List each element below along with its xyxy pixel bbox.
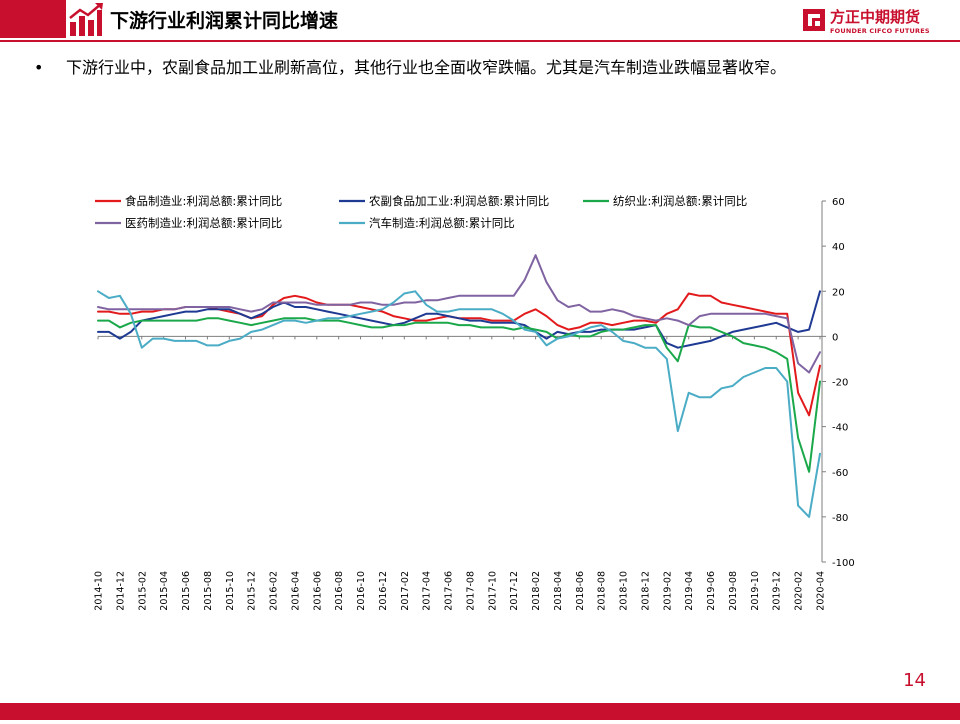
x-tick-label: 2018-06 [575, 571, 586, 611]
legend-label: 农副食品加工业:利润总额:累计同比 [369, 194, 549, 208]
y-tick-label: 40 [832, 242, 845, 253]
x-tick-label: 2015-10 [225, 571, 236, 611]
y-tick-label: -100 [832, 558, 855, 569]
x-tick-label: 2019-12 [772, 571, 783, 611]
x-tick-label: 2016-02 [269, 571, 280, 611]
x-tick-label: 2018-10 [619, 571, 630, 611]
bar-chart-growth-icon [69, 3, 103, 36]
x-tick-label: 2017-04 [422, 571, 433, 611]
x-tick-label: 2019-10 [750, 571, 761, 611]
x-tick-label: 2019-04 [684, 571, 695, 611]
legend-label: 汽车制造:利润总额:累计同比 [369, 216, 515, 230]
x-tick-label: 2020-04 [816, 571, 827, 611]
legend-label: 食品制造业:利润总额:累计同比 [125, 194, 282, 208]
x-tick-label: 2017-08 [465, 571, 476, 611]
x-tick-label: 2019-02 [662, 571, 673, 611]
x-tick-label: 2015-08 [203, 571, 214, 611]
x-tick-label: 2016-12 [378, 571, 389, 611]
x-tick-label: 2018-04 [553, 571, 564, 611]
x-tick-label: 2015-12 [247, 571, 258, 611]
summary-text: 下游行业中，农副食品加工业刷新高位，其他行业也全面收窄跌幅。尤其是汽车制造业跌幅… [66, 58, 787, 77]
founder-logo-icon [803, 9, 825, 31]
x-tick-label: 2014-10 [94, 571, 105, 611]
x-tick-label: 2017-12 [509, 571, 520, 611]
y-tick-label: 20 [832, 287, 845, 298]
series-line-4 [97, 254, 821, 374]
series-line-5 [97, 290, 821, 518]
x-tick-label: 2015-02 [137, 571, 148, 611]
series-line-2 [97, 290, 821, 349]
y-tick-label: 0 [832, 332, 838, 343]
x-tick-label: 2016-04 [290, 571, 301, 611]
brand-logo: 方正中期期货 FOUNDER CIFCO FUTURES [802, 6, 942, 40]
x-tick-label: 2019-08 [728, 571, 739, 611]
x-tick-label: 2016-06 [312, 571, 323, 611]
page-number: 14 [903, 670, 926, 691]
x-tick-label: 2017-10 [487, 571, 498, 611]
footer-bar [0, 703, 960, 720]
x-tick-label: 2020-02 [794, 571, 805, 611]
x-tick-label: 2018-12 [640, 571, 651, 611]
page-title: 下游行业利润累计同比增速 [110, 10, 339, 32]
brand-subtitle: FOUNDER CIFCO FUTURES [830, 27, 930, 35]
y-tick-label: -80 [832, 513, 848, 524]
legend-label: 纺织业:利润总额:累计同比 [613, 194, 747, 208]
brand-name: 方正中期期货 [830, 8, 921, 26]
y-tick-label: -20 [832, 378, 848, 389]
x-tick-label: 2016-10 [356, 571, 367, 611]
x-tick-label: 2018-08 [597, 571, 608, 611]
x-tick-label: 2018-02 [531, 571, 542, 611]
x-tick-label: 2015-04 [159, 571, 170, 611]
x-tick-label: 2014-12 [115, 571, 126, 611]
x-tick-label: 2019-06 [706, 571, 717, 611]
y-tick-label: -60 [832, 468, 848, 479]
title-divider [0, 40, 960, 42]
y-tick-label: -40 [832, 423, 848, 434]
x-tick-label: 2017-02 [400, 571, 411, 611]
bullet-marker: • [34, 58, 44, 77]
title-accent-bar [0, 0, 66, 38]
legend-label: 医药制造业:利润总额:累计同比 [125, 216, 282, 230]
summary-bullet: • 下游行业中，农副食品加工业刷新高位，其他行业也全面收窄跌幅。尤其是汽车制造业跌… [34, 54, 786, 78]
x-tick-label: 2015-06 [181, 571, 192, 611]
x-tick-label: 2017-06 [444, 571, 455, 611]
series-line-3 [97, 317, 821, 473]
y-tick-label: 60 [832, 197, 845, 208]
x-tick-label: 2016-08 [334, 571, 345, 611]
